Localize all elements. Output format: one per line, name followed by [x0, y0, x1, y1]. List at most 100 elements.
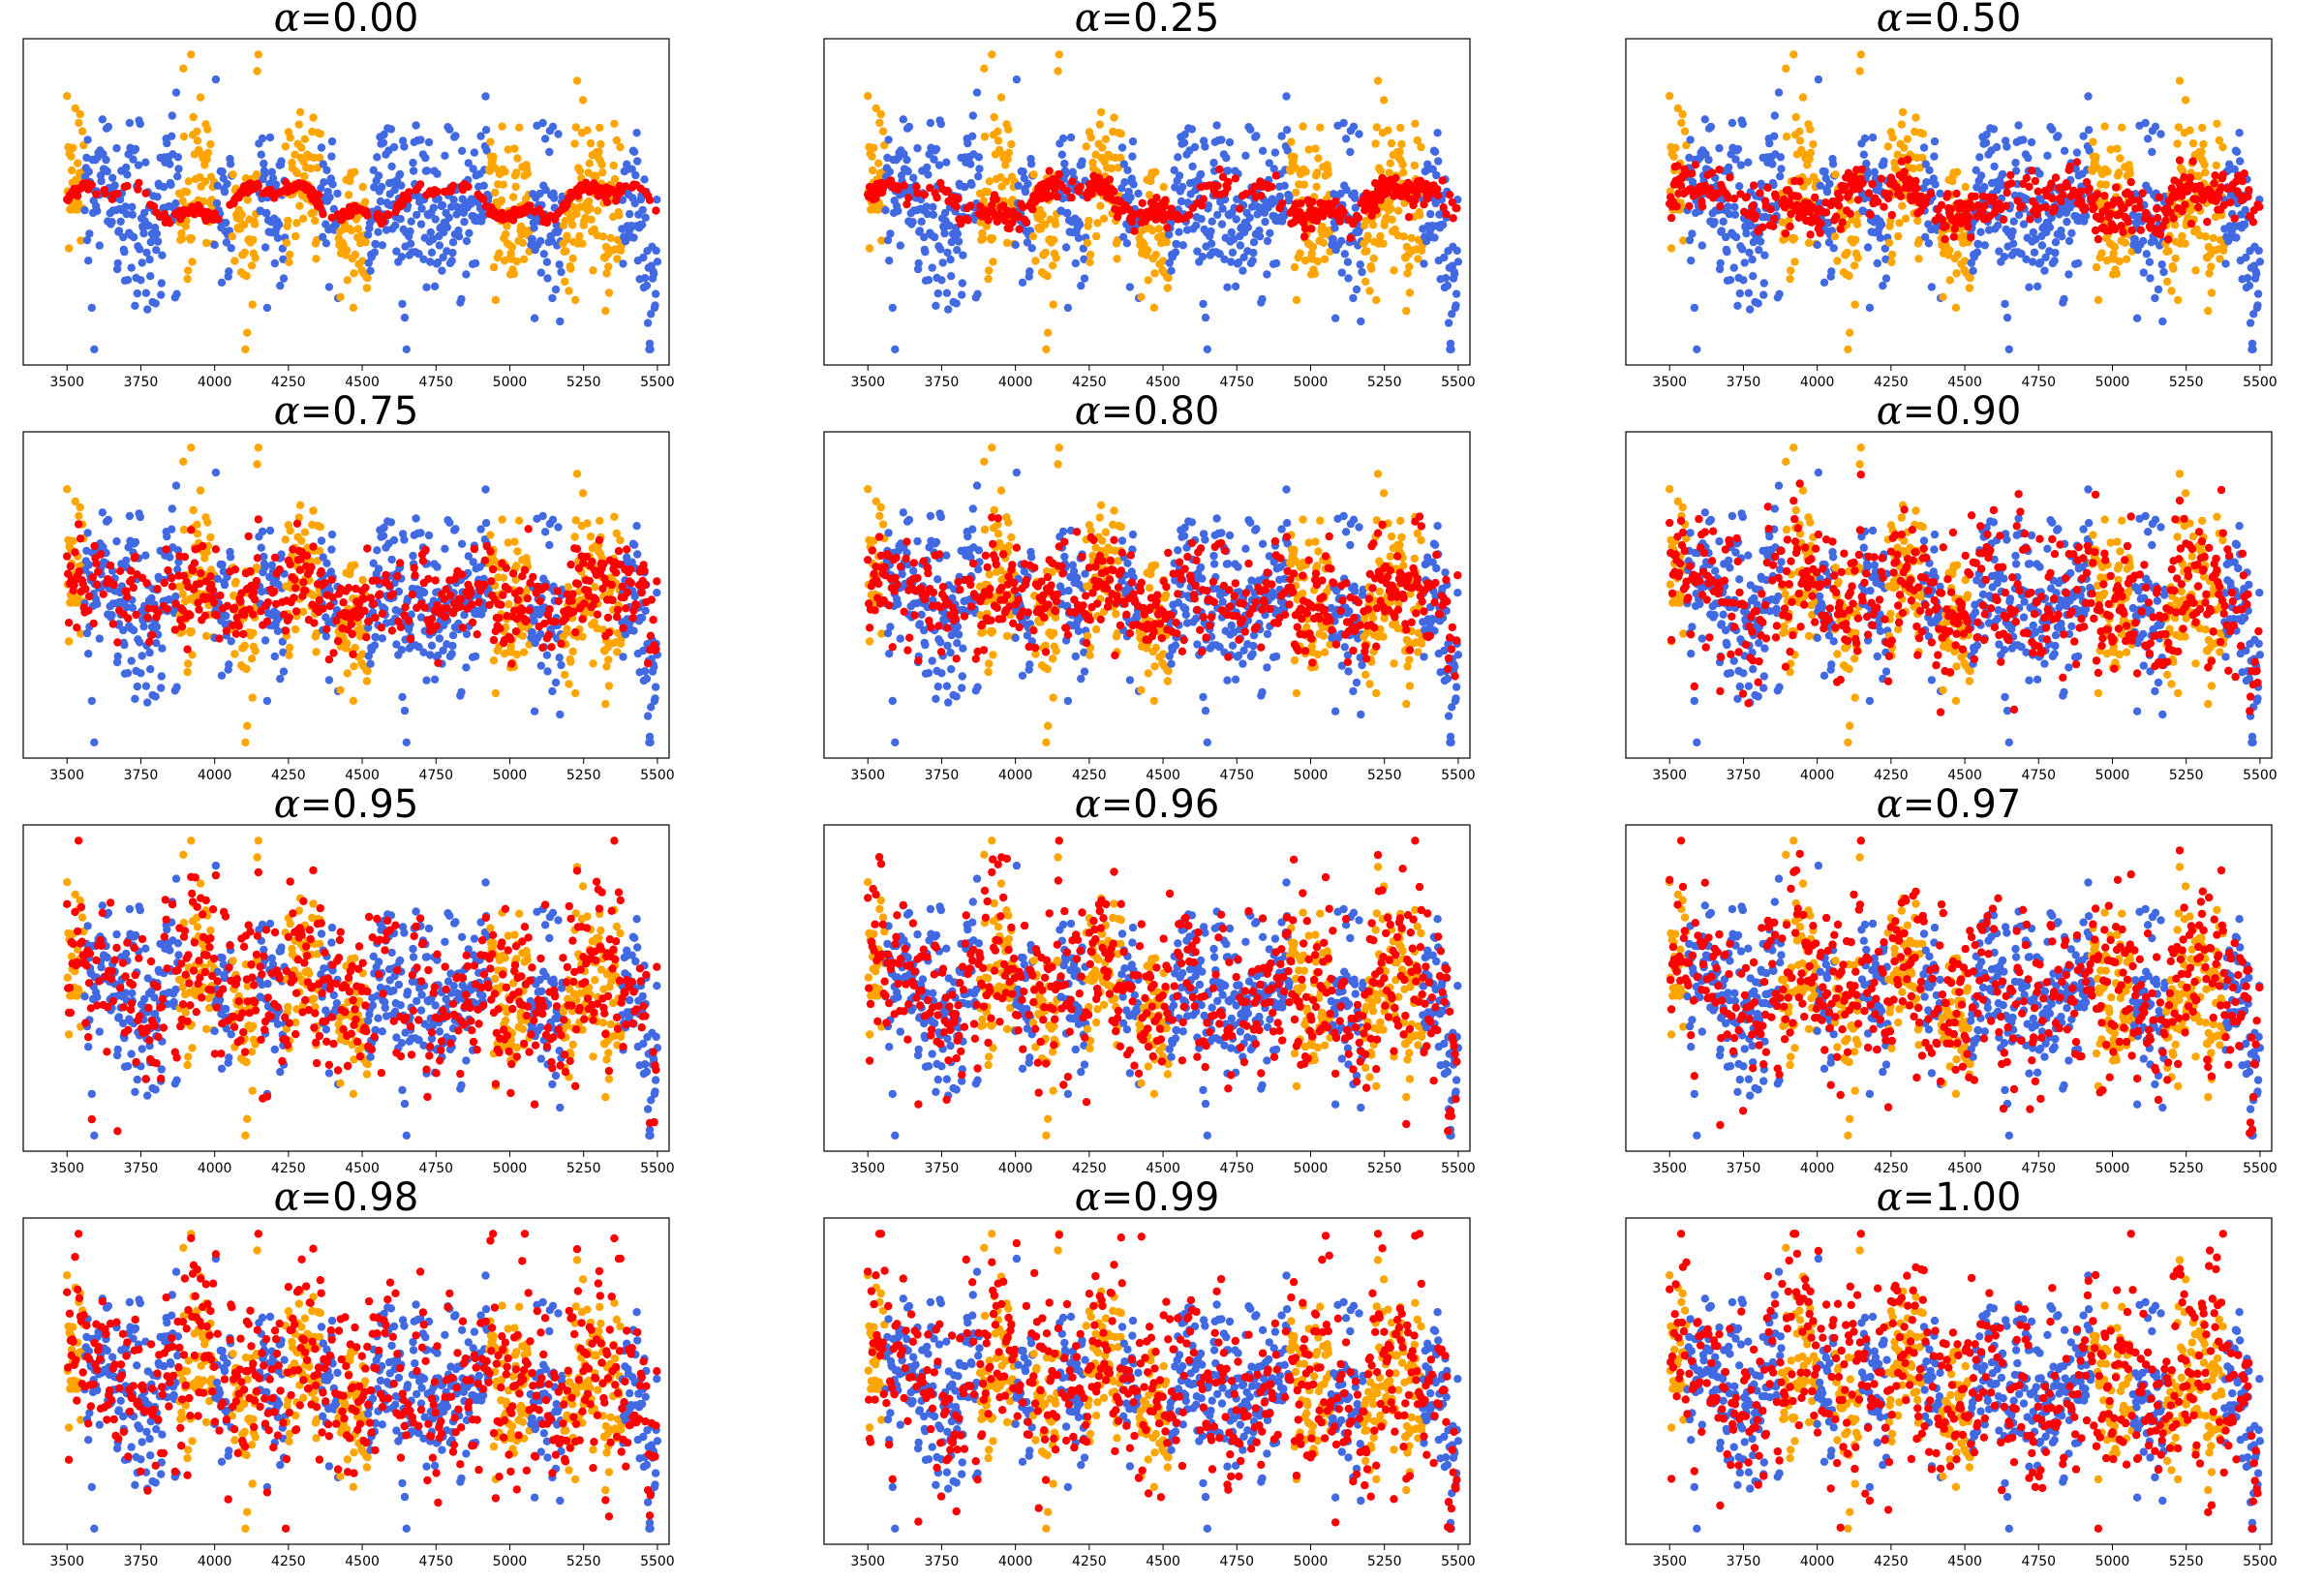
scatter-point: [1369, 221, 1377, 228]
scatter-point: [85, 167, 93, 175]
scatter-point: [65, 244, 73, 252]
x-tick-label: 4500: [1947, 375, 1982, 390]
scatter-point: [1064, 304, 1072, 312]
scatter-point: [213, 199, 221, 207]
scatter-point: [1300, 181, 1308, 189]
scatter-point: [991, 113, 998, 121]
x-tick-label: 4250: [1874, 375, 1909, 390]
scatter-point: [1942, 222, 1949, 229]
scatter-point: [482, 126, 490, 134]
scatter-point: [2094, 190, 2101, 198]
scatter-point: [128, 263, 136, 271]
scatter-point: [1077, 183, 1085, 191]
scatter-point: [390, 143, 398, 151]
scatter-point: [1308, 198, 1316, 205]
scatter-point: [643, 282, 651, 289]
scatter-point: [1775, 290, 1783, 298]
scatter-point: [524, 169, 532, 177]
scatter-point: [1900, 143, 1908, 151]
scatter-point: [476, 132, 484, 139]
scatter-point: [1742, 229, 1750, 237]
scatter-point: [1357, 318, 1364, 325]
scatter-point: [93, 600, 101, 608]
scatter-point: [1218, 220, 1226, 228]
scatter-point: [631, 171, 639, 179]
scatter-point: [2093, 263, 2100, 271]
scatter-point: [1163, 224, 1171, 231]
scatter-point: [1993, 143, 2001, 151]
scatter-point: [1666, 92, 1673, 100]
scatter-point: [576, 167, 584, 174]
x-tick-label: 4250: [1072, 375, 1107, 390]
scatter-point: [449, 196, 457, 203]
scatter-point: [1307, 225, 1315, 232]
scatter-point: [171, 593, 179, 600]
scatter-point: [2159, 268, 2167, 276]
scatter-point: [350, 304, 357, 312]
scatter-point: [2123, 256, 2130, 263]
scatter-point: [894, 207, 902, 215]
scatter-point: [923, 164, 931, 171]
scatter-point: [124, 669, 132, 677]
scatter-point: [2197, 148, 2205, 156]
scatter-point: [953, 202, 961, 210]
scatter-point: [1387, 204, 1394, 212]
scatter-point: [1249, 249, 1257, 257]
scatter-point: [1858, 166, 1866, 173]
scatter-point: [263, 697, 271, 705]
scatter-point: [1043, 272, 1051, 280]
scatter-point: [1858, 179, 1866, 187]
scatter-point: [1321, 256, 1329, 263]
scatter-point: [282, 142, 290, 150]
scatter-point: [1291, 263, 1299, 271]
x-tick-label: 4000: [198, 375, 232, 390]
scatter-point: [1708, 168, 1716, 176]
scatter-point: [1312, 183, 1320, 191]
scatter-point: [158, 672, 166, 680]
scatter-point: [390, 536, 398, 544]
scatter-point: [404, 196, 412, 203]
scatter-point: [942, 159, 950, 167]
scatter-point: [1151, 168, 1159, 176]
scatter-point: [1723, 248, 1730, 256]
scatter-point: [1741, 259, 1749, 266]
x-tick-label: 5250: [566, 375, 601, 390]
scatter-point: [498, 197, 505, 204]
scatter-point: [2084, 92, 2092, 100]
scatter-point: [955, 237, 963, 245]
scatter-point: [409, 159, 416, 167]
scatter-point: [1150, 269, 1158, 277]
scatter-point: [136, 245, 143, 253]
scatter-point: [1405, 262, 1413, 270]
scatter-point: [1096, 120, 1104, 128]
scatter-point: [1297, 199, 1304, 207]
scatter-point: [598, 168, 606, 176]
scatter-point: [110, 181, 118, 189]
scatter-point: [1084, 239, 1091, 247]
scatter-point: [1748, 256, 1756, 263]
scatter-point: [1789, 50, 1797, 58]
scatter-point: [295, 202, 303, 210]
scatter-point: [1387, 160, 1394, 167]
scatter-point: [2163, 278, 2171, 286]
scatter-point: [2137, 227, 2145, 234]
scatter-point: [1854, 196, 1862, 203]
scatter-point: [1098, 143, 1106, 151]
scatter-point: [258, 544, 265, 552]
scatter-point: [396, 170, 404, 178]
scatter-point: [1337, 237, 1345, 245]
scatter-point: [1376, 232, 1384, 240]
scatter-point: [934, 289, 942, 297]
scatter-point: [1117, 130, 1125, 137]
scatter-point: [252, 647, 260, 655]
scatter-point: [1365, 287, 1373, 294]
scatter-point: [578, 239, 586, 247]
scatter-point: [153, 193, 161, 200]
scatter-point: [1163, 238, 1171, 246]
scatter-point: [2154, 214, 2161, 222]
scatter-point: [2194, 203, 2202, 211]
scatter-point: [2172, 255, 2180, 262]
scatter-point: [163, 533, 170, 540]
scatter-point: [2245, 186, 2252, 194]
scatter-point: [596, 140, 604, 148]
